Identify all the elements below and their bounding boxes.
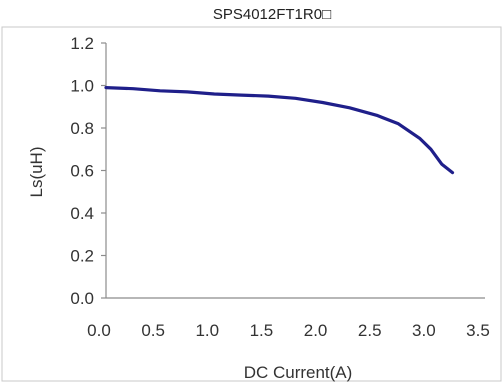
chart-title: SPS4012FT1R0□: [213, 6, 331, 23]
chart-frame: [1, 26, 502, 382]
x-axis-title: DC Current(A): [244, 363, 353, 382]
x-tick-label: 0.5: [141, 321, 165, 340]
series-line: [104, 86, 455, 175]
x-tick-label: 2.5: [358, 321, 382, 340]
x-tick-label: 3.5: [466, 321, 490, 340]
y-axis-title: Ls(uH): [27, 146, 46, 197]
y-tick-label: 0.8: [70, 119, 94, 138]
y-tick-label: 1.2: [70, 34, 94, 53]
x-tick-label: 0.0: [87, 321, 111, 340]
y-tick-label: 0.2: [70, 247, 94, 266]
x-tick-label: 2.0: [304, 321, 328, 340]
x-tick-label: 1.5: [250, 321, 274, 340]
x-tick-label: 1.0: [195, 321, 219, 340]
y-tick-label: 0.4: [70, 204, 94, 223]
y-tick-label: 0.0: [70, 289, 94, 308]
y-tick-label: 1.0: [70, 77, 94, 96]
plot-area: 0.0 0.2 0.4 0.6 0.8 1.0 1.2 0.0 0.5 1.0 1.5 2.0 2.5 3…: [70, 34, 489, 340]
y-tick-label: 0.6: [70, 162, 94, 181]
x-tick-label: 3.0: [412, 321, 436, 340]
